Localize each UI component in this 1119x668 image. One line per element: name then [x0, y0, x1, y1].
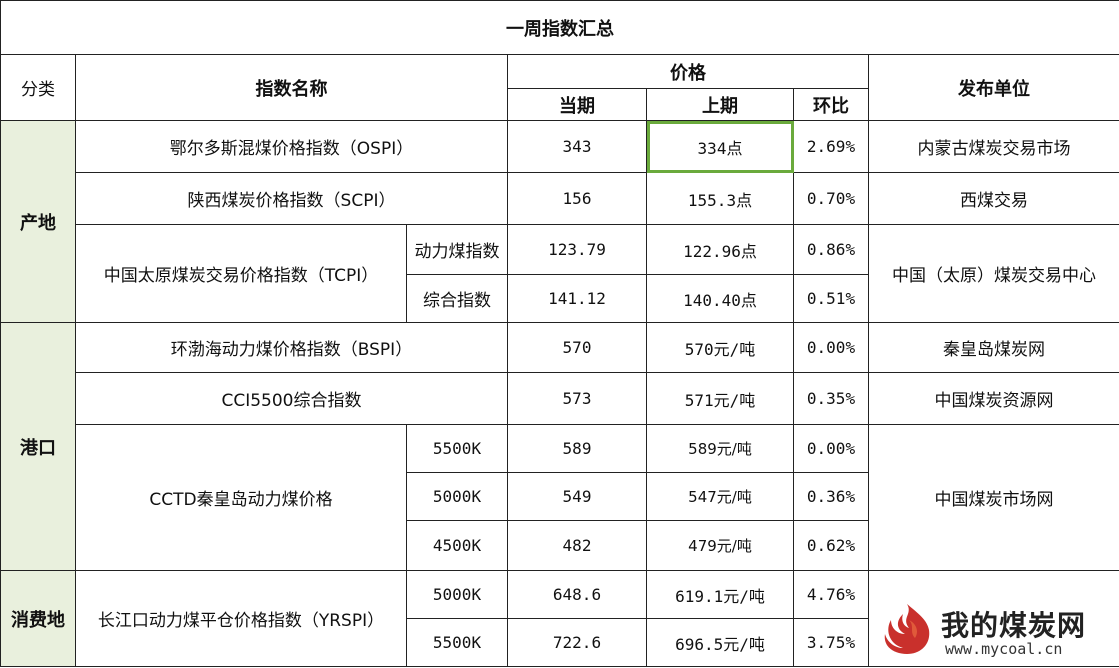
watermark-brand: 我的煤炭网: [941, 609, 1087, 642]
category-port: 港口: [0, 322, 76, 571]
cell-change[interactable]: 0.86%: [793, 224, 869, 275]
table-row: 消费地 长江口动力煤平仓价格指数（YRSPI） 5000K 648.6 619.…: [0, 570, 1119, 667]
table-row: 综合指数 141.12 140.40点 0.51%: [1, 274, 1119, 323]
cell-change[interactable]: 2.69%: [793, 120, 869, 173]
cell-previous[interactable]: 122.96点: [646, 224, 794, 275]
cell-publisher[interactable]: 中国煤炭资源网: [867, 372, 1119, 425]
cell-previous[interactable]: 155.3点: [646, 172, 794, 225]
cell-change[interactable]: 0.70%: [793, 172, 869, 225]
cell-previous[interactable]: 696.5元/吨: [646, 618, 794, 667]
table-row: 陕西煤炭价格指数（SCPI） 156 155.3点 0.70% 西煤交易: [1, 172, 1119, 225]
sub-index-label[interactable]: 5500K: [406, 618, 508, 667]
sub-index-label[interactable]: 动力煤指数: [406, 224, 508, 275]
table-title: 一周指数汇总: [0, 0, 1119, 55]
watermark: 我的煤炭网 www.mycoal.cn: [875, 596, 1115, 666]
cell-previous[interactable]: 571元/吨: [646, 372, 794, 425]
cell-current[interactable]: 123.79: [507, 224, 647, 275]
sub-index-label[interactable]: 综合指数: [406, 274, 508, 323]
index-name-scpi[interactable]: 陕西煤炭价格指数（SCPI）: [75, 172, 508, 225]
index-name-cci[interactable]: CCI5500综合指数: [75, 372, 508, 425]
cell-current[interactable]: 648.6: [507, 570, 647, 619]
sub-index-label[interactable]: 5000K: [406, 472, 508, 521]
cell-current[interactable]: 549: [507, 472, 647, 521]
cell-publisher[interactable]: 内蒙古煤炭交易市场: [867, 120, 1119, 173]
sub-index-label[interactable]: 5000K: [406, 570, 508, 619]
cell-change[interactable]: 0.00%: [793, 424, 869, 473]
table-row: CCI5500综合指数 573 571元/吨 0.35% 中国煤炭资源网: [1, 372, 1119, 425]
cell-change[interactable]: 0.62%: [793, 520, 869, 571]
cell-current[interactable]: 343: [507, 120, 647, 173]
header-previous: 上期: [646, 88, 794, 121]
category-origin: 产地: [0, 120, 76, 323]
cell-current[interactable]: 570: [507, 322, 647, 373]
table-row: 产地 鄂尔多斯混煤价格指数（OSPI） 343 334点 2.69% 内蒙古煤炭…: [0, 120, 1119, 323]
index-name-ospi[interactable]: 鄂尔多斯混煤价格指数（OSPI）: [75, 120, 508, 173]
flame-logo-icon: [884, 604, 930, 654]
cell-change[interactable]: 0.51%: [793, 274, 869, 323]
cell-publisher[interactable]: 中国（太原）煤炭交易中心: [867, 224, 1119, 323]
header-price: 价格: [507, 54, 869, 89]
cell-current[interactable]: 573: [507, 372, 647, 425]
index-name-yrspi[interactable]: 长江口动力煤平仓价格指数（YRSPI）: [75, 570, 407, 667]
table-row: 港口 环渤海动力煤价格指数（BSPI） 570 570元/吨 0.00% 秦皇岛…: [0, 322, 1119, 571]
cell-previous[interactable]: 570元/吨: [646, 322, 794, 373]
index-name-bspi[interactable]: 环渤海动力煤价格指数（BSPI）: [75, 322, 508, 373]
index-name-tcpi[interactable]: 中国太原煤炭交易价格指数（TCPI）: [75, 224, 407, 323]
cell-change[interactable]: 4.76%: [793, 570, 869, 619]
sub-index-label[interactable]: 4500K: [406, 520, 508, 571]
cell-change[interactable]: 0.35%: [793, 372, 869, 425]
sub-index-label[interactable]: 5500K: [406, 424, 508, 473]
header-change: 环比: [793, 88, 869, 121]
cell-previous[interactable]: 140.40点: [646, 274, 794, 323]
table-row: 中国太原煤炭交易价格指数（TCPI） 动力煤指数 123.79 122.96点 …: [1, 224, 1119, 323]
table-row: 4500K 482 479元/吨 0.62%: [1, 520, 1119, 571]
header-publisher: 发布单位: [867, 54, 1119, 121]
cell-publisher[interactable]: 秦皇岛煤炭网: [867, 322, 1119, 373]
header-current: 当期: [507, 88, 647, 121]
table-row: 5000K 549 547元/吨 0.36%: [1, 472, 1119, 521]
cell-current[interactable]: 722.6: [507, 618, 647, 667]
table-row: 5500K 722.6 696.5元/吨 3.75%: [1, 618, 1119, 667]
table-row: CCTD秦皇岛动力煤价格 5500K 589 589元/吨 0.00% 中国煤炭…: [1, 424, 1119, 571]
cell-current[interactable]: 482: [507, 520, 647, 571]
cell-previous[interactable]: 589元/吨: [646, 424, 794, 473]
cell-publisher[interactable]: 中国煤炭市场网: [867, 424, 1119, 571]
header-index-name: 指数名称: [75, 54, 508, 121]
category-consumer: 消费地: [0, 570, 76, 667]
cell-previous-selected[interactable]: 334点: [646, 120, 794, 173]
index-name-cctd[interactable]: CCTD秦皇岛动力煤价格: [75, 424, 407, 571]
cell-current[interactable]: 156: [507, 172, 647, 225]
cell-current[interactable]: 141.12: [507, 274, 647, 323]
cell-previous[interactable]: 479元/吨: [646, 520, 794, 571]
cell-change[interactable]: 0.00%: [793, 322, 869, 373]
watermark-url: www.mycoal.cn: [945, 640, 1063, 658]
cell-publisher[interactable]: 西煤交易: [867, 172, 1119, 225]
header-category: 分类: [0, 54, 76, 121]
cell-change[interactable]: 0.36%: [793, 472, 869, 521]
cell-previous[interactable]: 547元/吨: [646, 472, 794, 521]
cell-change[interactable]: 3.75%: [793, 618, 869, 667]
cell-current[interactable]: 589: [507, 424, 647, 473]
cell-previous[interactable]: 619.1元/吨: [646, 570, 794, 619]
